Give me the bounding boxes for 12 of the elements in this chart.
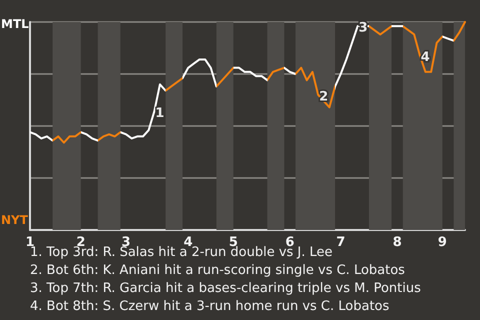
x-tick-label: 7 (336, 235, 346, 250)
text: 4. Bot 8th: S. Czerw hit a 3-run home run vs C. Lobatos (30, 298, 390, 316)
text: NYT (1, 213, 29, 227)
annotation: 4 (420, 50, 430, 65)
text: MTL (1, 17, 30, 31)
text: 2. Bot 6th: K. Aniani hit a run-scoring single vs C. Lobatos (30, 262, 406, 280)
x-tick-label: 9 (438, 235, 447, 250)
text: 3. Top 7th: R. Garcia hit a bases-clearing triple vs M. Pontius (30, 280, 421, 298)
annotation: 1 (155, 106, 164, 121)
x-tick-label: 4 (184, 235, 193, 250)
x-tick-label: 6 (285, 235, 294, 250)
x-tick-label: 8 (392, 235, 402, 250)
